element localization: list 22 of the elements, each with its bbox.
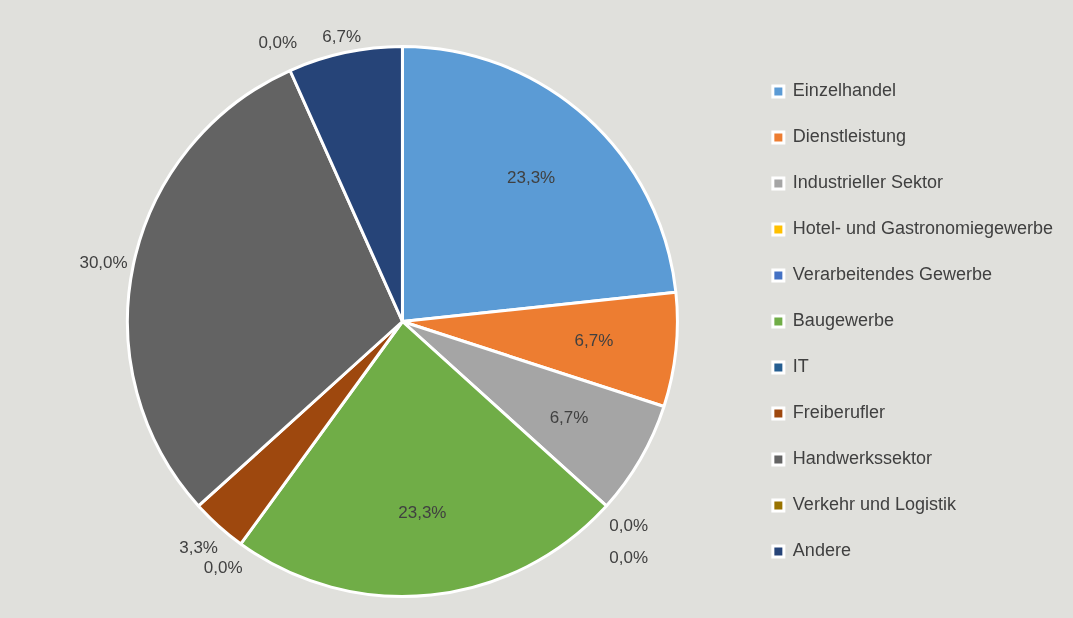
text: 0,0% bbox=[203, 557, 243, 577]
legend-label: Hotel- und Gastronomiegewerbe bbox=[792, 218, 1053, 239]
data-label: 30,0% bbox=[79, 252, 128, 272]
data-label: 3,3% bbox=[179, 538, 218, 558]
data-label: 6,7% bbox=[549, 407, 589, 427]
legend-label: Dienstleistung bbox=[792, 126, 906, 147]
legend-label: IT bbox=[792, 356, 809, 377]
data-label: 6,7% bbox=[322, 26, 362, 46]
text: 0,0% bbox=[258, 32, 298, 52]
legend-label: Einzelhandel bbox=[792, 80, 896, 101]
data-label: 23,3% bbox=[398, 502, 447, 522]
text: 0,0% bbox=[609, 547, 649, 567]
text: 0,0% bbox=[609, 515, 649, 535]
legend-label: Verarbeitendes Gewerbe bbox=[792, 264, 992, 285]
data-label: 23,3% bbox=[506, 168, 556, 187]
legend-label: Verkehr und Logistik bbox=[792, 494, 957, 515]
legend-label: Freiberufler bbox=[792, 402, 885, 423]
data-label: 6,7% bbox=[574, 331, 614, 351]
legend-label: Andere bbox=[792, 540, 851, 561]
legend-label: Baugewerbe bbox=[792, 310, 894, 331]
legend-label: Handwerkssektor bbox=[792, 448, 932, 469]
legend-label: Industrieller Sektor bbox=[792, 172, 943, 193]
